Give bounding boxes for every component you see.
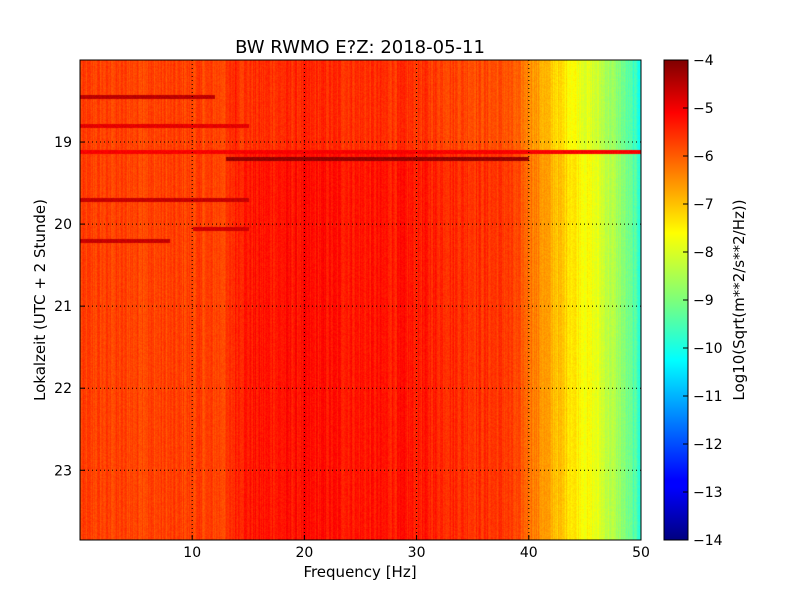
y-axis-label: Lokalzeit (UTC + 2 Stunde) — [31, 199, 49, 401]
chart-title: BW RWMO E?Z: 2018-05-11 — [235, 37, 485, 58]
plot-area: 10 20 30 40 50 19 20 21 22 23 — [54, 59, 650, 561]
colorbar-tick-label-7: −11 — [693, 389, 723, 405]
colorbar-tick-label-0: −4 — [693, 53, 714, 69]
x-tick-label-2: 30 — [408, 545, 426, 561]
y-tick-label-2: 21 — [54, 299, 72, 315]
colorbar-tick-label-1: −5 — [693, 101, 714, 117]
x-tick-label-3: 40 — [520, 545, 538, 561]
colorbar-tick-label-8: −12 — [693, 437, 723, 453]
y-tick-label-3: 22 — [54, 381, 72, 397]
colorbar: −4 −5 −6 −7 −8 −9 −10 −11 −12 −13 −14 Log10(Sqrt(m… — [663, 53, 748, 549]
x-axis-label: Frequency [Hz] — [303, 563, 416, 581]
colorbar-tick-label-10: −14 — [693, 533, 723, 549]
y-tick-label-4: 23 — [54, 463, 72, 479]
plot-frame — [79, 59, 642, 541]
colorbar-tick-label-5: −9 — [693, 293, 714, 309]
x-tick-label-4: 50 — [632, 545, 650, 561]
colorbar-tick-label-2: −6 — [693, 149, 714, 165]
grid-lines — [80, 60, 641, 540]
y-axis: 19 20 21 22 23 — [54, 135, 85, 479]
x-tick-label-1: 20 — [295, 545, 313, 561]
colorbar-tick-label-3: −7 — [693, 197, 714, 213]
colorbar-tick-label-6: −10 — [693, 341, 723, 357]
colorbar-label: Log10(Sqrt(m**2/s**2/Hz)) — [730, 199, 748, 400]
heatmap-image — [80, 60, 641, 540]
y-tick-label-0: 19 — [54, 135, 72, 151]
colorbar-tick-label-9: −13 — [693, 485, 723, 501]
x-tick-label-0: 10 — [183, 545, 201, 561]
colorbar-tick-label-4: −8 — [693, 245, 714, 261]
y-tick-label-1: 20 — [54, 217, 72, 233]
colorbar-ticks: −4 −5 −6 −7 −8 −9 −10 −11 −12 −13 −14 — [683, 53, 723, 549]
x-axis: 10 20 30 40 50 — [183, 535, 650, 561]
